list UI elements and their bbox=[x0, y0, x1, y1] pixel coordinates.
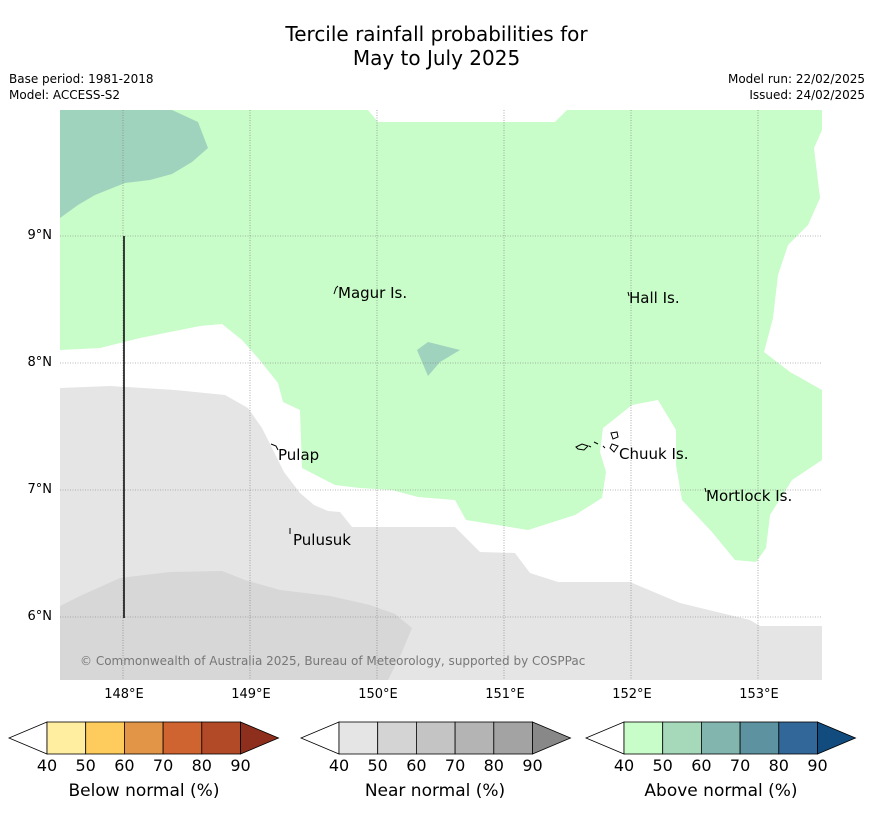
lat-label-8n: 8°N bbox=[27, 355, 53, 370]
legend-below-tick-70: 70 bbox=[152, 756, 174, 775]
legend-below-upper-extension bbox=[240, 721, 280, 755]
legend-above-tick-40: 40 bbox=[613, 756, 635, 775]
legend-below-cell-70 bbox=[162, 721, 203, 755]
legend-colorbars bbox=[7, 721, 857, 755]
legend-above-lower-extension bbox=[584, 721, 625, 755]
legend-below-cell-60 bbox=[124, 721, 164, 755]
legend-below-tick-50: 50 bbox=[75, 756, 96, 775]
legend-above-tick-50: 50 bbox=[652, 756, 673, 775]
lon-label-149e: 149°E bbox=[231, 687, 271, 702]
legend-above-cell-60 bbox=[701, 721, 741, 755]
legend-title-near: Near normal (%) bbox=[364, 781, 506, 801]
legend-below-tick-40: 40 bbox=[36, 756, 58, 775]
lon-label-151e: 151°E bbox=[485, 687, 525, 702]
legend-near-cell-40 bbox=[338, 721, 379, 755]
legend-near-lower-extension bbox=[299, 721, 340, 755]
place-label-hall: Hall Is. bbox=[629, 289, 680, 307]
legend-below-cell-80 bbox=[201, 721, 241, 755]
island-hall bbox=[627, 291, 630, 297]
near-normal-50-region bbox=[60, 571, 412, 680]
chart-title: Tercile rainfall probabilities for May t… bbox=[0, 22, 873, 70]
legend-above-upper-extension bbox=[817, 721, 857, 755]
legend-below-cell-50 bbox=[85, 721, 125, 755]
legend-above-cell-50 bbox=[662, 721, 702, 755]
lat-label-9n: 9°N bbox=[27, 228, 53, 243]
issued-date: Issued: 24/02/2025 bbox=[749, 88, 865, 102]
legend-near-tick-70: 70 bbox=[444, 756, 466, 775]
legend-above-tick-90: 90 bbox=[807, 756, 828, 775]
legend-below-tick-80: 80 bbox=[191, 756, 212, 775]
legend-above-cell-80 bbox=[778, 721, 818, 755]
lon-label-148e: 148°E bbox=[104, 687, 144, 702]
legend-near-tick-60: 60 bbox=[406, 756, 427, 775]
legend-below-tick-60: 60 bbox=[114, 756, 135, 775]
lat-label-6n: 6°N bbox=[27, 609, 53, 624]
model-name: Model: ACCESS-S2 bbox=[9, 88, 121, 102]
map-area bbox=[60, 110, 822, 680]
island-shapes bbox=[270, 285, 707, 534]
legend-near-cell-80 bbox=[493, 721, 533, 755]
meta-left: Base period: 1981-2018 Model: ACCESS-S2 bbox=[9, 71, 154, 103]
legend-below-tick-90: 90 bbox=[230, 756, 251, 775]
island-mortlock bbox=[704, 487, 707, 493]
legend-near-tick-40: 40 bbox=[328, 756, 350, 775]
meta-right: Model run: 22/02/2025 Issued: 24/02/2025 bbox=[728, 71, 865, 103]
legend-above-tick-70: 70 bbox=[729, 756, 751, 775]
lat-label-7n: 7°N bbox=[27, 482, 53, 497]
copyright-text: © Commonwealth of Australia 2025, Bureau… bbox=[80, 654, 586, 668]
lon-label-152e: 152°E bbox=[612, 687, 652, 702]
lon-label-153e: 153°E bbox=[739, 687, 779, 702]
place-label-pulap: Pulap bbox=[278, 446, 320, 464]
title-line-1: Tercile rainfall probabilities for bbox=[285, 22, 588, 46]
legend-above-cell-70 bbox=[739, 721, 780, 755]
place-label-pulusuk: Pulusuk bbox=[293, 531, 351, 549]
above-normal-50-region-small bbox=[417, 342, 460, 376]
legend-above-tick-80: 80 bbox=[768, 756, 789, 775]
grid-lines bbox=[60, 110, 822, 680]
legend-near-tick-90: 90 bbox=[522, 756, 543, 775]
legend-above-tick-60: 60 bbox=[691, 756, 712, 775]
place-label-chuuk: Chuuk Is. bbox=[619, 445, 689, 463]
legend-near-cell-70 bbox=[454, 721, 495, 755]
lon-label-150e: 150°E bbox=[358, 687, 398, 702]
base-period: Base period: 1981-2018 bbox=[9, 72, 154, 86]
model-run: Model run: 22/02/2025 bbox=[727, 72, 865, 86]
legend-near-upper-extension bbox=[532, 721, 572, 755]
legend-below-lower-extension bbox=[7, 721, 48, 755]
legend-title-below: Below normal (%) bbox=[68, 781, 220, 801]
legend-above-cell-40 bbox=[623, 721, 664, 755]
legend-near-tick-80: 80 bbox=[483, 756, 504, 775]
legend-near-cell-50 bbox=[377, 721, 417, 755]
above-normal-50-region-nw bbox=[60, 110, 208, 218]
island-magur bbox=[333, 285, 339, 295]
legend-near-cell-60 bbox=[415, 721, 456, 755]
above-normal-40-region bbox=[60, 110, 822, 562]
place-label-magur: Magur Is. bbox=[338, 284, 408, 302]
legend-near-tick-50: 50 bbox=[367, 756, 388, 775]
island-pulap bbox=[270, 443, 279, 451]
legend-title-above: Above normal (%) bbox=[644, 781, 798, 801]
place-label-mortlock: Mortlock Is. bbox=[706, 487, 793, 505]
island-chuuk bbox=[575, 431, 619, 453]
title-line-2: May to July 2025 bbox=[352, 46, 521, 70]
legend-below-cell-40 bbox=[46, 721, 87, 755]
